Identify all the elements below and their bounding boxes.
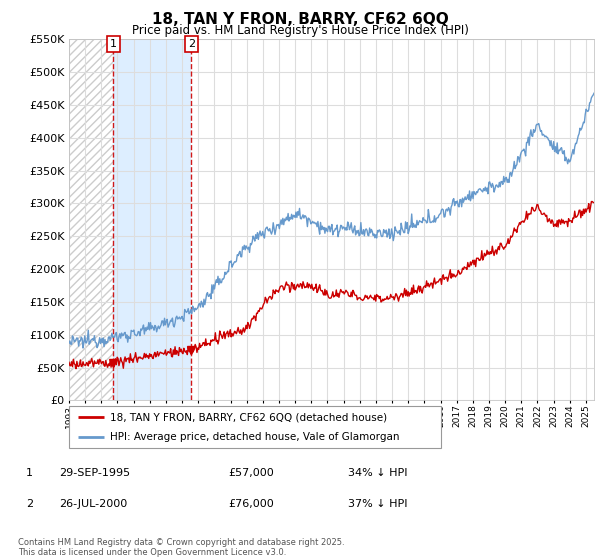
- Text: 18, TAN Y FRON, BARRY, CF62 6QQ: 18, TAN Y FRON, BARRY, CF62 6QQ: [152, 12, 448, 27]
- Text: HPI: Average price, detached house, Vale of Glamorgan: HPI: Average price, detached house, Vale…: [110, 432, 400, 442]
- Bar: [113, 39, 191, 400]
- Text: 18, TAN Y FRON, BARRY, CF62 6QQ (detached house): 18, TAN Y FRON, BARRY, CF62 6QQ (detache…: [110, 412, 387, 422]
- Text: 26-JUL-2000: 26-JUL-2000: [59, 499, 127, 509]
- Bar: [69, 39, 113, 400]
- Text: 37% ↓ HPI: 37% ↓ HPI: [348, 499, 407, 509]
- Text: £57,000: £57,000: [228, 468, 274, 478]
- Text: £76,000: £76,000: [228, 499, 274, 509]
- Text: 29-SEP-1995: 29-SEP-1995: [59, 468, 130, 478]
- Text: Contains HM Land Registry data © Crown copyright and database right 2025.
This d: Contains HM Land Registry data © Crown c…: [18, 538, 344, 557]
- Text: 34% ↓ HPI: 34% ↓ HPI: [348, 468, 407, 478]
- Text: 1: 1: [110, 39, 117, 49]
- Text: Price paid vs. HM Land Registry's House Price Index (HPI): Price paid vs. HM Land Registry's House …: [131, 24, 469, 37]
- Text: 2: 2: [26, 499, 33, 509]
- Text: 1: 1: [26, 468, 33, 478]
- Text: 2: 2: [188, 39, 195, 49]
